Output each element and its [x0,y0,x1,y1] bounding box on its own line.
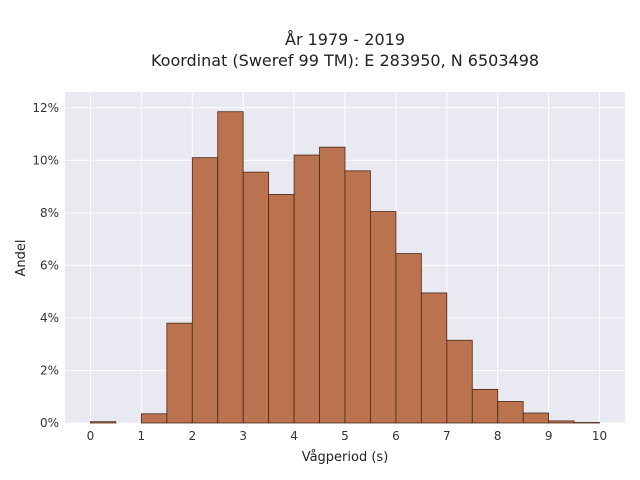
x-tick-label: 7 [443,429,451,443]
histogram-bar [446,339,473,424]
histogram-bar [548,420,575,424]
y-tick-label: 2% [40,363,59,377]
chart-subtitle: Koordinat (Sweref 99 TM): E 283950, N 65… [151,51,539,70]
histogram-bar [370,211,397,424]
x-tick-label: 0 [87,429,95,443]
histogram-bar [497,401,524,424]
histogram-bar [573,422,600,424]
x-tick-label: 6 [392,429,400,443]
y-tick-label: 6% [40,258,59,272]
histogram-bar [242,171,270,424]
y-tick-label: 0% [40,416,59,430]
histogram-bar [471,388,499,424]
y-tick-label: 10% [32,153,59,167]
y-tick-label: 4% [40,311,59,325]
y-tick-label: 12% [32,101,59,115]
x-tick-label: 10 [592,429,607,443]
histogram-bar [344,170,371,424]
x-tick-label: 8 [494,429,502,443]
tick-labels: 0 1 2 3 4 5 6 7 8 9 10 0% 2% 4% 6% 8% 10% 12% [32,101,607,443]
histogram-bar [420,292,448,424]
x-tick-label: 5 [341,429,349,443]
histogram-bar [319,146,346,424]
histogram-bar [268,194,295,424]
x-tick-label: 4 [290,429,298,443]
histogram-bar [293,154,320,424]
histogram-bar [395,253,422,424]
x-tick-label: 9 [545,429,553,443]
x-axis-label: Vågperiod (s) [302,450,389,465]
y-axis-label: Andel [14,240,29,277]
chart-title: År 1979 - 2019 [285,30,405,49]
bars [90,111,600,424]
x-tick-label: 1 [138,429,146,443]
y-tick-label: 8% [40,206,59,220]
histogram-bar [217,111,244,424]
histogram-bar [90,421,117,424]
histogram-bar [166,322,193,424]
histogram-bar [191,157,219,424]
x-tick-label: 3 [239,429,247,443]
histogram-bar [522,412,550,424]
histogram-bar [140,413,168,424]
x-tick-label: 2 [188,429,196,443]
